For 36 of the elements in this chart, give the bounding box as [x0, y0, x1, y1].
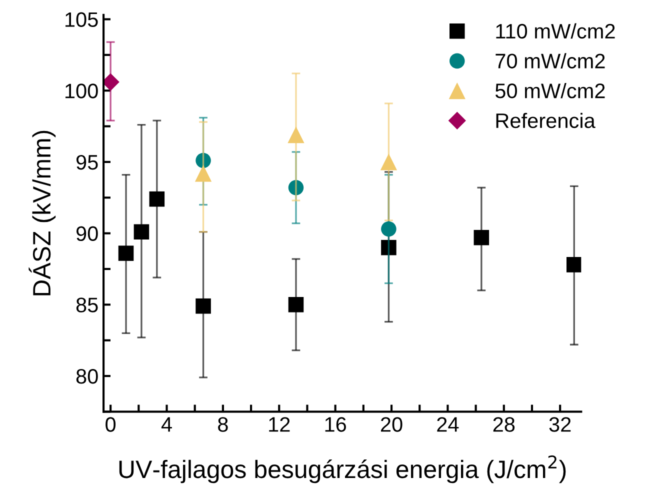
y-tick-label: 100 — [66, 84, 98, 98]
point — [288, 126, 304, 144]
x-axis-title: UV-fajlagos besugárzási energia (J/cm$^{2}$) — [119, 455, 566, 484]
y-tick-label: 90 — [76, 226, 98, 242]
legend-label: Referencia — [496, 112, 596, 128]
point — [474, 230, 490, 246]
x-tick-label: 28 — [493, 417, 515, 432]
point — [288, 180, 304, 196]
point — [134, 224, 150, 240]
legend-label: 70 mW/cm2 — [496, 53, 605, 68]
point — [194, 165, 212, 182]
legend-label: 110 mW/cm2 — [496, 23, 615, 39]
point — [381, 240, 396, 256]
y-tick-label: 80 — [76, 369, 98, 384]
x-tick-label: 8 — [218, 417, 228, 432]
point — [380, 154, 398, 170]
point — [566, 257, 582, 272]
x-tick-label: 32 — [549, 417, 571, 432]
point — [104, 73, 120, 91]
x-tick-label: 20 — [380, 417, 402, 432]
point — [118, 246, 134, 261]
x-tick-label: 0 — [106, 417, 116, 432]
x-tick-label: 16 — [325, 417, 346, 432]
legend-label: 50 mW/cm2 — [495, 82, 605, 98]
point — [381, 221, 396, 237]
x-tick-label: 24 — [437, 417, 459, 432]
y-tick-label: 85 — [76, 298, 98, 312]
y-tick-label: 105 — [66, 12, 98, 28]
x-tick-label: 4 — [161, 417, 172, 432]
point — [196, 152, 211, 168]
y-tick-label: 95 — [76, 154, 98, 170]
y-axis-title: DÁSZ (kV/mm) — [28, 130, 56, 296]
point — [149, 191, 165, 207]
x-tick-label: 12 — [269, 417, 290, 432]
point — [196, 298, 211, 314]
point — [288, 297, 304, 312]
